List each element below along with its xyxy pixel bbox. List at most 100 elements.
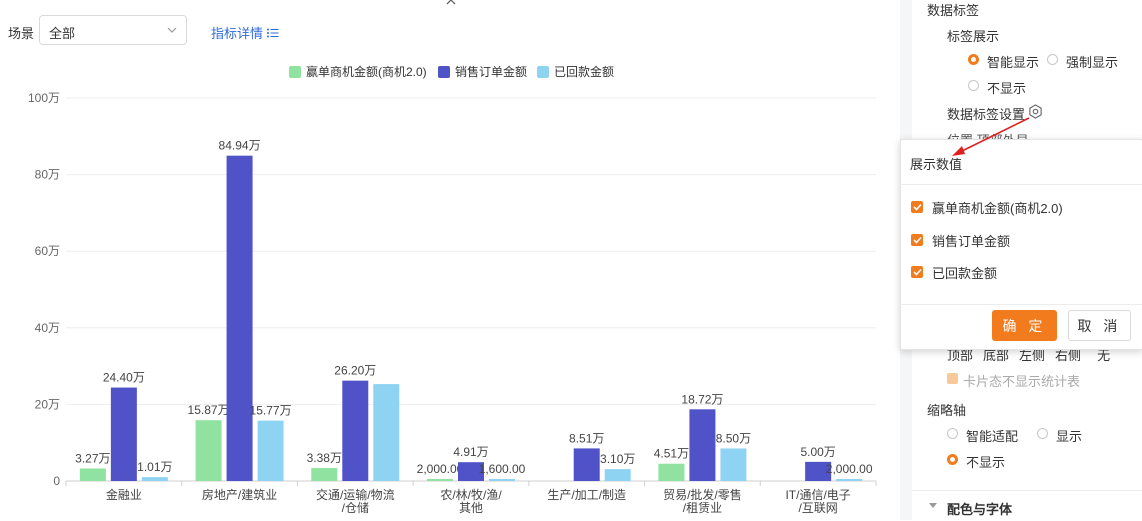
bar [110,387,137,481]
popup-item-received-payment[interactable]: 已回款金额 [911,264,997,281]
checkbox-checked[interactable] [911,266,923,278]
popup-divider [901,304,1142,305]
legend-swatch [537,66,549,78]
bar [373,384,400,481]
y-tick-label: 0 [53,474,60,488]
legend-swatch [289,66,301,78]
radio-force-display[interactable] [1047,54,1058,65]
bar [836,479,863,481]
metric-details-label: 指标详情 [211,26,264,41]
position-options: 顶部 底部 左侧 右侧 无 [947,345,1110,364]
radio-zoom-show[interactable] [1037,428,1048,439]
metric-details-link[interactable]: 指标详情 [211,23,279,42]
checkbox-checked[interactable] [911,201,923,213]
color-font-section[interactable]: 配色与字体 [912,490,1142,521]
legend-swatch [438,66,450,78]
position-bottom[interactable]: 底部 [983,348,1010,363]
x-tick-label: 农/林/牧/渔/ [440,488,502,502]
x-tick-label: 贸易/批发/零售 [663,487,742,502]
x-tick-label: 房地产/建筑业 [202,487,277,502]
position-right[interactable]: 右侧 [1055,348,1082,363]
x-tick-label: 其他 [459,501,483,515]
card-hide-stats-label: 卡片态不显示统计表 [963,374,1081,389]
bar [427,479,453,481]
data-label: 15.87万 [188,403,230,417]
confirm-button[interactable]: 确 定 [992,310,1057,341]
radio-zoom-smart-label: 智能适配 [966,429,1019,444]
bar [257,420,284,481]
data-label: 1.01万 [137,460,172,474]
data-label: 3.10万 [600,452,635,466]
bar [195,420,222,481]
bar [805,461,832,481]
popup-item-sales-order[interactable]: 销售订单金额 [911,232,1011,249]
close-icon[interactable] [445,0,457,6]
radio-force-display-label: 强制显示 [1066,55,1119,70]
cancel-button[interactable]: 取 消 [1068,310,1131,341]
y-tick-label: 40万 [35,321,60,335]
data-label: 5.00万 [800,445,835,459]
radio-zoom-smart[interactable] [947,428,958,439]
position-left[interactable]: 左侧 [1019,348,1046,363]
data-label: 26.20万 [334,364,376,378]
popup-item-won-opportunity[interactable]: 赢单商机金额(商机2.0) [911,199,1063,216]
x-tick-label: 金融业 [106,487,142,502]
data-label: 4.51万 [654,447,689,461]
popup-item-label: 赢单商机金额(商机2.0) [932,200,1063,216]
bar [342,380,369,481]
data-label: 8.51万 [569,431,604,445]
scene-select-value: 全部 [49,26,76,41]
data-label: 15.77万 [250,404,292,418]
scene-select[interactable]: 全部 [39,15,187,45]
popup-title: 展示数值 [910,157,963,172]
data-labels-title: 数据标签 [927,3,980,18]
y-tick-label: 60万 [35,244,60,258]
bar [720,448,747,481]
bar [658,463,685,481]
popup-item-label: 销售订单金额 [932,233,1011,249]
radio-smart-display[interactable] [968,54,979,65]
check-icon [912,236,922,244]
x-tick-label: /租赁业 [683,501,722,515]
radio-hide-labels[interactable] [968,80,979,91]
legend-label: 赢单商机金额(商机2.0) [306,64,427,79]
data-label: 3.27万 [75,451,110,465]
y-tick-label: 80万 [35,168,60,182]
x-tick-label: 交通/运输/物流 [316,487,395,502]
radio-zoom-hide[interactable] [947,454,958,465]
list-icon [267,28,279,37]
popup-divider [901,184,1142,185]
legend-label: 已回款金额 [554,64,614,79]
color-font-title: 配色与字体 [947,502,1013,517]
data-label: 2,000.00 [417,462,464,476]
radio-hide-labels-label: 不显示 [987,81,1027,96]
bar [604,469,631,481]
bar [489,479,515,481]
toolbar: 场景 全部 指标详情 [0,0,900,60]
radio-zoom-show-label: 显示 [1056,429,1083,444]
bar [226,155,253,481]
display-values-popup: 展示数值 赢单商机金额(商机2.0) 销售订单金额 已回款金额 确 定 取 消 [900,139,1142,350]
gear-icon[interactable] [1028,104,1043,119]
data-label-settings: 数据标签设置 [947,107,1026,122]
checkbox-checked[interactable] [911,234,923,246]
bar [79,468,106,481]
check-icon [912,268,922,276]
radio-zoom-hide-label: 不显示 [966,455,1006,470]
y-tick-label: 20万 [35,397,60,411]
data-label: 24.40万 [103,371,145,385]
x-tick-label: /仓储 [342,500,369,515]
card-hide-stats-checkbox[interactable] [947,373,958,384]
check-icon [912,203,922,211]
y-tick-label: 100万 [28,91,60,105]
data-label: 8.50万 [716,431,751,445]
data-label: 18.72万 [681,392,723,406]
data-label: 2,000.00 [826,462,873,476]
data-label: 3.38万 [307,451,342,465]
position-top[interactable]: 顶部 [947,348,974,363]
bar [573,448,600,481]
position-none[interactable]: 无 [1097,348,1111,363]
bar [689,409,716,481]
scene-label: 场景 [8,26,35,41]
data-label: 84.94万 [219,139,261,153]
